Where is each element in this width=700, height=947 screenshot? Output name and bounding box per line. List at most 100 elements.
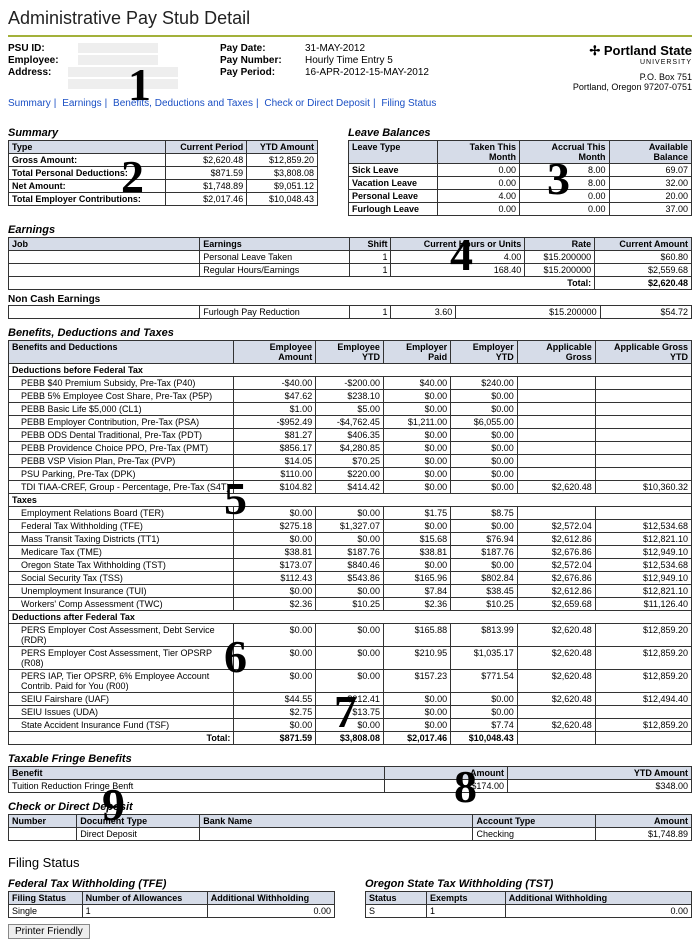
bdt-group1: Deductions before Federal Tax — [9, 364, 692, 377]
th: Account Type — [473, 815, 596, 828]
td: $104.82 — [234, 481, 316, 494]
address-value-2 — [68, 79, 178, 89]
deposit-table: Number Document Type Bank Name Account T… — [8, 814, 692, 841]
td: $0.00 — [234, 719, 316, 732]
td: $12,859.20 — [595, 624, 691, 647]
fed-table: Filing Status Number of Allowances Addit… — [8, 891, 335, 918]
th: Taken This Month — [438, 141, 520, 164]
td — [595, 390, 691, 403]
td — [595, 442, 691, 455]
td: $0.00 — [383, 468, 450, 481]
pay-number: Hourly Time Entry 5 — [305, 55, 480, 66]
td: Gross Amount: — [9, 154, 166, 167]
earnings-title: Earnings — [8, 224, 692, 236]
th: Employer YTD — [451, 341, 518, 364]
td: $0.00 — [451, 390, 518, 403]
td: $543.86 — [316, 572, 384, 585]
td: Single — [9, 905, 83, 918]
td: $871.59 — [166, 167, 247, 180]
th: Additional Withholding — [207, 892, 334, 905]
td: $1,211.00 — [383, 416, 450, 429]
td: PERS Employer Cost Assessment, Debt Serv… — [9, 624, 234, 647]
nav-earnings[interactable]: Earnings — [62, 98, 101, 109]
td — [9, 264, 200, 277]
td: $1.75 — [383, 507, 450, 520]
earnings-table: Job Earnings Shift Current Hours or Unit… — [8, 237, 692, 290]
th: Amount — [596, 815, 692, 828]
td: $5.00 — [316, 403, 384, 416]
leave-table: Leave Type Taken This Month Accrual This… — [348, 140, 692, 216]
td: Direct Deposit — [77, 828, 200, 841]
th: Current Period — [166, 141, 247, 154]
td: $871.59 — [234, 732, 316, 745]
td: $0.00 — [316, 585, 384, 598]
td: TDI TIAA-CREF, Group - Percentage, Pre-T… — [9, 481, 234, 494]
filing-title: Filing Status — [8, 855, 692, 870]
td — [9, 251, 200, 264]
td: $2,612.86 — [517, 533, 595, 546]
td: $2.75 — [234, 706, 316, 719]
th: Amount — [384, 767, 507, 780]
td: $38.81 — [234, 546, 316, 559]
td: $406.35 — [316, 429, 384, 442]
td: $7.74 — [451, 719, 518, 732]
nav-deposit[interactable]: Check or Direct Deposit — [264, 98, 370, 109]
nav-bdt[interactable]: Benefits, Deductions and Taxes — [113, 98, 253, 109]
th: Applicable Gross — [517, 341, 595, 364]
td: $1.00 — [234, 403, 316, 416]
td: PERS Employer Cost Assessment, Tier OPSR… — [9, 647, 234, 670]
td: PEBB Providence Choice PPO, Pre-Tax (PMT… — [9, 442, 234, 455]
td: Mass Transit Taxing Districts (TT1) — [9, 533, 234, 546]
th: Exempts — [427, 892, 506, 905]
addr-line-2: Portland, Oregon 97207-0751 — [522, 82, 692, 92]
td: $54.72 — [600, 306, 691, 319]
td: $10.25 — [451, 598, 518, 611]
td: $0.00 — [451, 442, 518, 455]
deposit-title: Check or Direct Deposit — [8, 801, 692, 813]
td: Social Security Tax (TSS) — [9, 572, 234, 585]
td — [595, 507, 691, 520]
td: Sick Leave — [349, 164, 438, 177]
td: $0.00 — [383, 455, 450, 468]
pay-date: 31-MAY-2012 — [305, 43, 480, 54]
td: $0.00 — [451, 481, 518, 494]
th: Shift — [350, 238, 391, 251]
td: $2,620.48 — [517, 647, 595, 670]
td: $2,017.46 — [383, 732, 450, 745]
td: $2,620.48 — [517, 693, 595, 706]
th: YTD Amount — [247, 141, 318, 154]
td: PEBB VSP Vision Plan, Pre-Tax (PVP) — [9, 455, 234, 468]
td: Workers' Comp Assessment (TWC) — [9, 598, 234, 611]
td: 0.00 — [520, 203, 609, 216]
psu-id-label: PSU ID: — [8, 43, 78, 54]
nav-filing[interactable]: Filing Status — [381, 98, 436, 109]
th: Available Balance — [609, 141, 692, 164]
td: $187.76 — [451, 546, 518, 559]
th: Accrual This Month — [520, 141, 609, 164]
td: $3,808.08 — [316, 732, 384, 745]
td: Tuition Reduction Fringe Benft — [9, 780, 385, 793]
td: $2,620.48 — [517, 624, 595, 647]
th: Rate — [525, 238, 595, 251]
td: 3.60 — [391, 306, 456, 319]
nav-summary[interactable]: Summary — [8, 98, 51, 109]
printer-friendly-button[interactable]: Printer Friendly — [8, 924, 90, 939]
page-title: Administrative Pay Stub Detail — [8, 8, 692, 29]
employee-value — [78, 55, 158, 65]
td: 4.00 — [438, 190, 520, 203]
td: $40.00 — [383, 377, 450, 390]
td: $3,808.08 — [247, 167, 318, 180]
td: PEBB $40 Premium Subsidy, Pre-Tax (P40) — [9, 377, 234, 390]
td: $210.95 — [383, 647, 450, 670]
td: $70.25 — [316, 455, 384, 468]
td: $13.75 — [316, 706, 384, 719]
td: $15.200000 — [456, 306, 600, 319]
td: $275.18 — [234, 520, 316, 533]
employee-label: Employee: — [8, 55, 78, 66]
td: $240.00 — [451, 377, 518, 390]
td: $0.00 — [316, 670, 384, 693]
td: $348.00 — [507, 780, 691, 793]
td: Employment Relations Board (TER) — [9, 507, 234, 520]
td: $10,360.32 — [595, 481, 691, 494]
td: 0.00 — [505, 905, 691, 918]
